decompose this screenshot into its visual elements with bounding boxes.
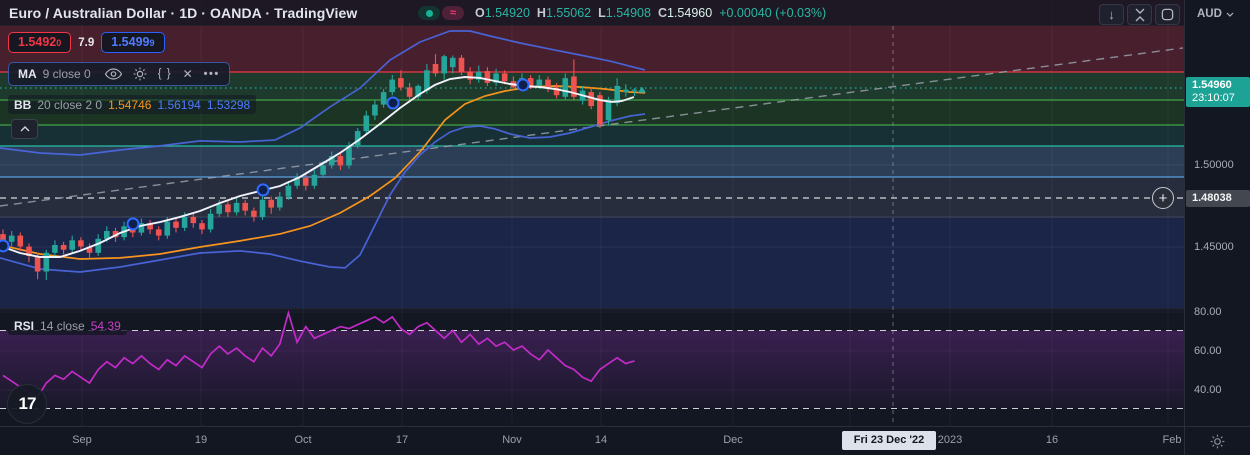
close-label: C: [657, 6, 667, 20]
collapse-legend-button[interactable]: [11, 119, 38, 139]
buy-button[interactable]: 1.5499 9: [101, 32, 165, 53]
title-bar: Euro / Australian Dollar · 1D · OANDA · …: [0, 0, 1184, 26]
last-tick-marker: [638, 86, 646, 93]
rsi-value: 54.39: [90, 319, 121, 333]
remove-indicator-icon[interactable]: ✕: [182, 67, 193, 81]
time-axis-label: 19: [194, 434, 208, 446]
fullscreen-icon[interactable]: [1155, 4, 1180, 25]
bb-upper-value: 1.56194: [157, 97, 201, 112]
countdown-timer: 23:10:07: [1192, 92, 1235, 104]
price-axis-label: 1.45000: [1194, 241, 1234, 253]
ma-name: MA: [18, 67, 37, 81]
time-axis[interactable]: Sep 19 Oct 17 Nov 14 Dec 2023 16 Feb Fri 23 Dec '…: [0, 426, 1184, 455]
time-axis-label: Sep: [72, 434, 92, 446]
high-value: 1.55062: [545, 6, 592, 20]
rsi-line: [2, 309, 635, 398]
spread-value: 7.9: [78, 36, 95, 49]
indicator-row-bb[interactable]: BB 20 close 2 0 1.54746 1.56194 1.53298: [8, 95, 257, 114]
price-axis-label: 80.00: [1194, 306, 1222, 318]
crosshair-date-label: Fri 23 Dec '22: [842, 431, 936, 450]
source-code-icon[interactable]: { }: [157, 68, 172, 80]
chevron-down-icon: [1226, 12, 1234, 17]
market-open-dot-icon[interactable]: [418, 6, 440, 20]
chevron-up-icon: [20, 126, 29, 132]
time-axis-label: Oct: [294, 434, 312, 446]
sell-button[interactable]: 1.5492 0: [8, 32, 72, 53]
price-zones: [0, 0, 1184, 308]
time-axis-label: 17: [395, 434, 409, 446]
price-axis[interactable]: AUD 1.54960 23:10:07 1.48038 1.50000 1.45…: [1184, 0, 1250, 426]
axis-settings-corner[interactable]: [1184, 426, 1250, 455]
gear-icon: [1210, 434, 1225, 448]
rsi-band-fill: [0, 330, 1184, 409]
time-axis-label: 14: [594, 434, 608, 446]
bb-lower-value: 1.53298: [206, 97, 251, 112]
price-axis-label: 60.00: [1194, 345, 1222, 357]
ma-selection-handles: [0, 78, 530, 253]
bb-name: BB: [14, 97, 32, 112]
time-axis-label: Nov: [502, 434, 522, 446]
change-value: +0.00040 (+0.03%): [719, 6, 827, 20]
time-axis-label: 2023: [937, 434, 963, 446]
last-price-label[interactable]: 1.54960 23:10:07: [1186, 77, 1250, 107]
open-value: 1.54920: [484, 6, 530, 20]
low-label: L: [598, 6, 606, 20]
add-alert-plus-icon[interactable]: +: [1152, 187, 1174, 209]
price-chart-svg[interactable]: [0, 0, 1184, 426]
price-axis-label: 1.50000: [1194, 159, 1234, 171]
eye-icon[interactable]: [104, 68, 122, 80]
rsi-name: RSI: [14, 319, 35, 333]
alert-level-label[interactable]: 1.48038: [1186, 190, 1250, 207]
price-axis-label: 40.00: [1194, 384, 1222, 396]
time-axis-label: Feb: [1162, 434, 1182, 446]
ma-params: 9 close 0: [42, 67, 91, 81]
bb-lower-line: [0, 113, 646, 273]
tradingview-logo[interactable]: 17: [7, 384, 47, 424]
ma9-line: [0, 76, 635, 258]
gear-icon[interactable]: [133, 67, 147, 81]
delayed-data-wave-icon[interactable]: ≈: [442, 6, 464, 20]
low-value: 1.54908: [605, 6, 651, 20]
rsi-params: 14 close: [40, 319, 85, 333]
time-axis-label: Dec: [723, 434, 743, 446]
download-arrow-icon[interactable]: ↓: [1099, 4, 1124, 25]
minimize-pane-icon[interactable]: [1127, 4, 1152, 25]
indicator-row-rsi[interactable]: RSI 14 close 54.39: [8, 317, 127, 335]
trendline: [0, 47, 1184, 207]
high-label: H: [536, 6, 546, 20]
quote-panel: 1.5492 0 7.9 1.5499 9: [8, 32, 165, 53]
time-axis-label: 16: [1045, 434, 1059, 446]
bb-basis-value: 1.54746: [108, 97, 152, 112]
ohlc-legend: ≈ O1.54920 H1.55062 L1.54908 C1.54960 +0…: [418, 0, 826, 26]
more-options-icon[interactable]: •••: [203, 68, 220, 80]
chart-window-controls: ↓: [1099, 4, 1180, 25]
indicator-row-ma[interactable]: MA 9 close 0 { } ✕ •••: [8, 62, 230, 86]
close-value: 1.54960: [667, 6, 713, 20]
bb-params: 20 close 2 0: [37, 97, 103, 112]
bb-upper-line: [0, 30, 646, 156]
open-label: O: [475, 6, 485, 20]
currency-selector[interactable]: AUD: [1197, 8, 1234, 20]
symbol-title[interactable]: Euro / Australian Dollar · 1D · OANDA · …: [9, 4, 358, 21]
